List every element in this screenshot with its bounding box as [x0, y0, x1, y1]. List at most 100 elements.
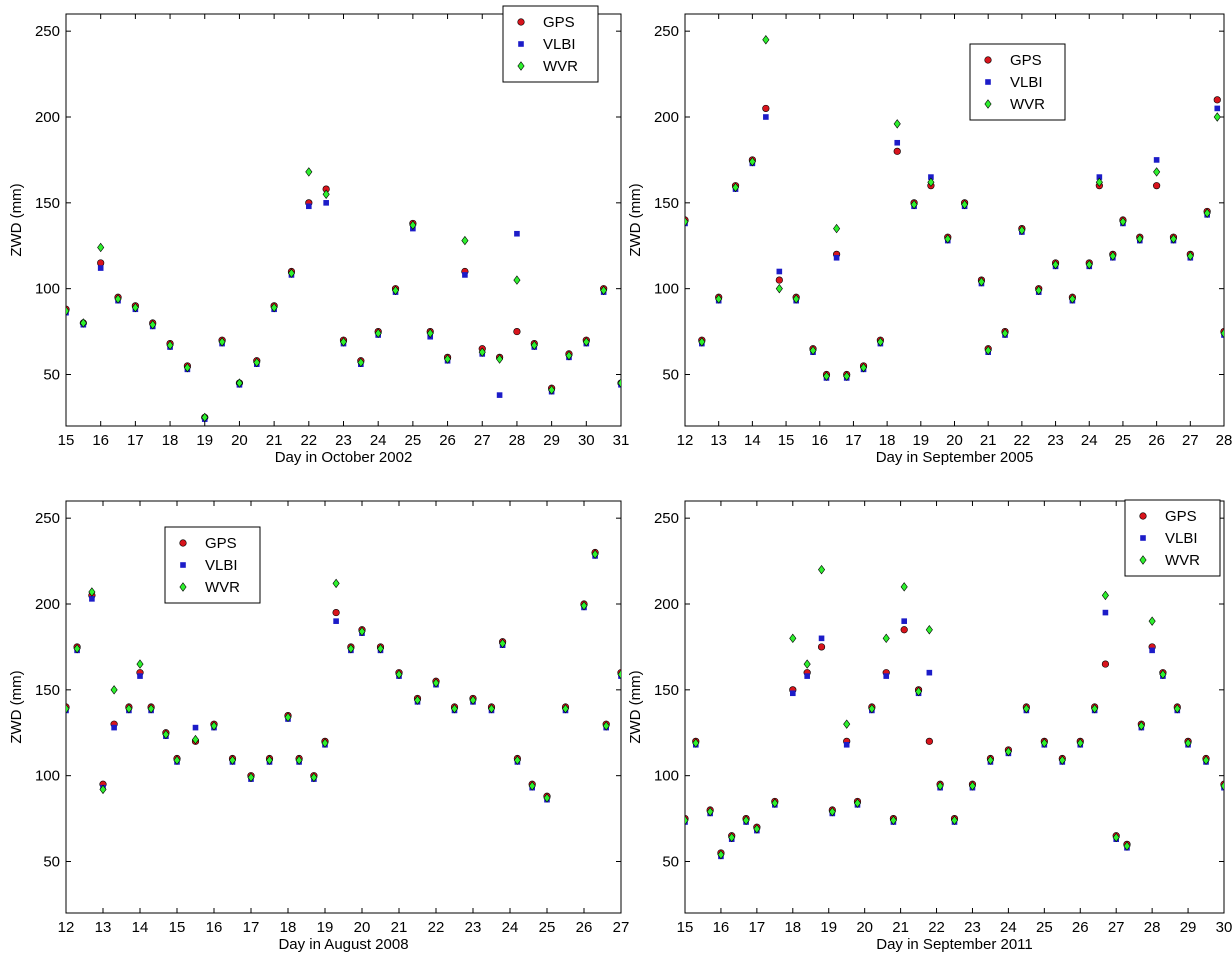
- x-tick-label: 25: [405, 432, 422, 449]
- wvr-point: [166, 340, 174, 351]
- x-tick-label: 19: [820, 919, 837, 936]
- wvr-point: [1220, 781, 1224, 791]
- x-tick-label: 19: [196, 432, 213, 449]
- wvr-point: [1169, 234, 1177, 244]
- wvr-point: [284, 712, 292, 723]
- x-tick-label: 27: [1108, 919, 1125, 936]
- x-tick-label: 15: [169, 919, 186, 936]
- wvr-point: [925, 625, 933, 635]
- gps-point: [97, 259, 105, 267]
- x-tick-label: 25: [539, 919, 556, 936]
- wvr-point: [136, 659, 144, 669]
- vlbi-point: [776, 268, 783, 275]
- legend-label-gps: GPS: [1165, 508, 1197, 525]
- wvr-point: [413, 695, 422, 705]
- x-tick-label: 12: [58, 919, 75, 936]
- legend-label-gps: GPS: [1010, 52, 1042, 69]
- y-axis-label: ZWD (mm): [8, 183, 25, 256]
- vlbi-point: [333, 618, 339, 624]
- vlbi-point: [1149, 647, 1155, 654]
- gps-point: [332, 608, 340, 617]
- wvr-point: [1173, 704, 1181, 714]
- x-tick-label: 20: [946, 432, 963, 449]
- x-tick-label: 29: [1180, 919, 1197, 936]
- x-tick-label: 17: [243, 919, 260, 936]
- vlbi-point: [1102, 609, 1109, 616]
- gps-point: [925, 737, 933, 745]
- vlbi-point: [833, 254, 840, 261]
- x-tick-label: 28: [509, 432, 526, 449]
- wvr-point: [1101, 590, 1109, 601]
- wvr-point: [809, 345, 817, 356]
- x-tick-label: 28: [1144, 919, 1161, 936]
- x-tick-label: 22: [1014, 432, 1031, 449]
- legend-marker-wvr: [517, 61, 525, 71]
- x-tick-label: 18: [162, 432, 179, 449]
- vlbi-point: [818, 635, 825, 642]
- x-tick-label: 21: [391, 919, 408, 936]
- wvr-point: [173, 755, 181, 765]
- wvr-point: [469, 695, 477, 705]
- vlbi-point: [883, 673, 890, 679]
- wvr-point: [395, 669, 403, 680]
- wvr-point: [114, 294, 122, 304]
- x-tick-label: 14: [744, 432, 761, 449]
- wvr-point: [310, 772, 318, 783]
- wvr-point: [1186, 251, 1194, 261]
- vlbi-point: [1096, 174, 1103, 180]
- vlbi-point: [137, 673, 143, 679]
- y-tick-label: 50: [43, 854, 60, 871]
- x-tick-label: 22: [300, 432, 317, 449]
- wvr-point: [602, 721, 610, 731]
- x-tick-label: 13: [710, 432, 727, 449]
- y-tick-label: 100: [35, 281, 60, 298]
- x-tick-label: 31: [613, 432, 630, 449]
- wvr-point: [461, 235, 469, 246]
- x-tick-label: 21: [892, 919, 909, 936]
- vlbi-point: [1214, 105, 1221, 112]
- legend-marker-wvr: [179, 582, 187, 592]
- wvr-point: [376, 643, 385, 654]
- wvr-point: [986, 755, 994, 765]
- legend-marker-vlbi: [518, 41, 524, 47]
- x-tick-label: 24: [502, 919, 519, 936]
- wvr-point: [1076, 738, 1084, 748]
- vlbi-point: [323, 200, 329, 206]
- legend: GPS VLBI WVR: [1124, 499, 1221, 577]
- vlbi-point: [1153, 157, 1160, 163]
- wvr-point: [88, 587, 96, 597]
- wvr-point: [762, 35, 770, 45]
- x-tick-label: 27: [613, 919, 630, 936]
- wvr-point: [499, 638, 507, 649]
- wvr-point: [1119, 217, 1127, 227]
- x-axis-label: Day in September 2011: [876, 936, 1032, 953]
- wvr-point: [97, 242, 105, 253]
- x-tick-label: 12: [677, 432, 694, 449]
- y-tick-label: 200: [654, 596, 679, 613]
- x-axis-label: Day in September 2005: [876, 449, 1034, 466]
- wvr-point: [617, 378, 621, 388]
- series-wvr: [685, 35, 1224, 381]
- wvr-point: [332, 578, 340, 589]
- wvr-point: [950, 815, 959, 825]
- series-wvr: [685, 564, 1224, 860]
- y-tick-label: 200: [35, 109, 60, 126]
- x-axis-label: Day in October 2002: [275, 449, 413, 466]
- wvr-point: [792, 294, 800, 304]
- wvr-point: [582, 337, 590, 347]
- legend-marker-gps: [1139, 512, 1147, 520]
- wvr-point: [149, 320, 157, 330]
- wvr-point: [1068, 294, 1076, 304]
- legend-marker-gps: [984, 56, 992, 64]
- wvr-point: [600, 285, 608, 296]
- panel-1: 15 16 17 18 19 20 21 22 23 24 25 26 27 28 29 30 31 50 100 1…: [8, 5, 630, 466]
- wvr-point: [753, 824, 761, 834]
- gps-point: [1153, 182, 1161, 190]
- wvr-point: [432, 678, 440, 688]
- y-axis-label: ZWD (mm): [627, 670, 644, 743]
- wvr-point: [228, 755, 237, 765]
- legend: GPS VLBI WVR: [969, 43, 1066, 121]
- vlbi-point: [926, 669, 933, 676]
- wvr-point: [1202, 755, 1210, 765]
- wvr-point: [977, 277, 985, 287]
